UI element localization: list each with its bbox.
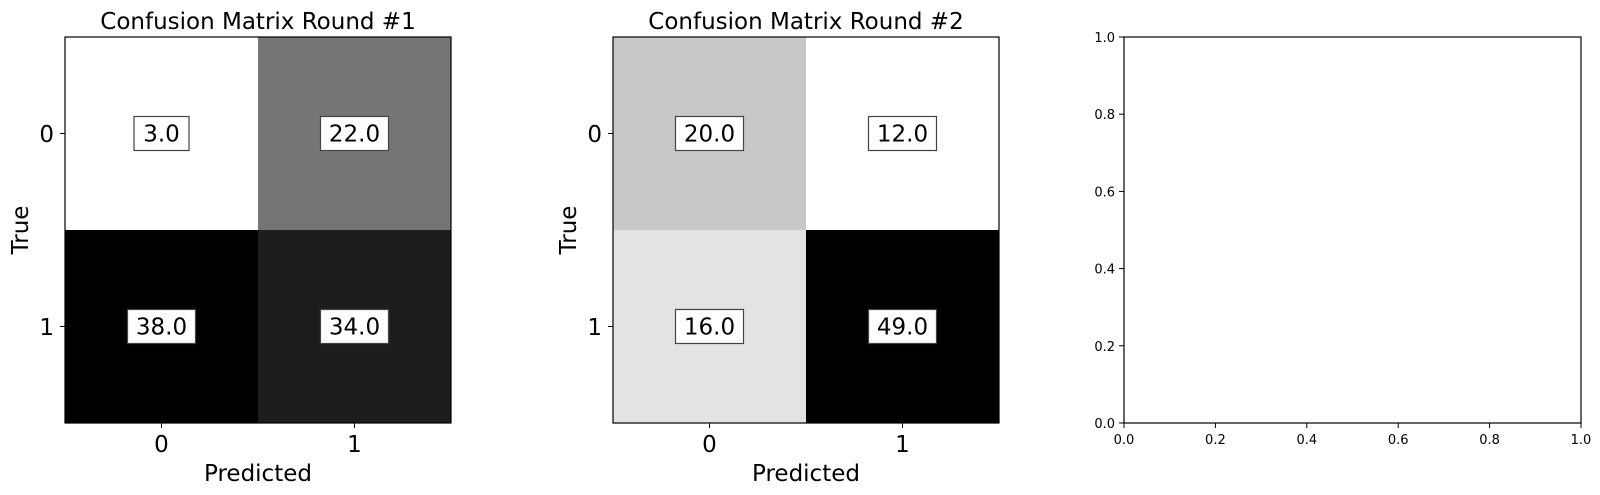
- empty-axes-xtick-label-1: 0.2: [1205, 433, 1226, 448]
- cm2-value-label-0-1: 12.0: [877, 122, 928, 148]
- cm1-value-label-1-0: 38.0: [136, 315, 187, 341]
- empty-axes-ytick-label-2: 0.4: [1094, 263, 1115, 278]
- cm2-value-label-1-0: 16.0: [684, 315, 735, 341]
- cm2-xlabel: Predicted: [752, 461, 860, 487]
- confusion-matrix-2: Confusion Matrix Round #2 20.0 12.0 16.0 49…: [556, 9, 1000, 487]
- empty-axes-ytick-label-3: 0.6: [1094, 185, 1115, 200]
- cm1-xlabel: Predicted: [204, 461, 312, 487]
- empty-axes-xtick-label-2: 0.4: [1296, 433, 1317, 448]
- cm2-cells: 20.0 12.0 16.0 49.0: [613, 37, 999, 423]
- cm1-frame: [64, 36, 452, 424]
- empty-axes-xtick-label-3: 0.6: [1388, 433, 1409, 448]
- empty-axes-xtick-label-4: 0.8: [1479, 433, 1500, 448]
- empty-axes: 0.0 0.2 0.4 0.6 0.8 1.0 0.0 0.2 0.4 0.6 0.8 1.0: [1094, 31, 1591, 448]
- cm1-value-label-1-1: 34.0: [329, 315, 380, 341]
- cm2-value-box-0-1: [867, 115, 938, 152]
- cm2-ytick-label-0: 0: [587, 122, 602, 148]
- cm2-value-box-0-0: [674, 115, 745, 152]
- empty-axes-ytick-label-4: 0.8: [1094, 108, 1115, 123]
- empty-axes-xtick-label-0: 0.0: [1114, 433, 1135, 448]
- confusion-matrix-1: Confusion Matrix Round #1 3.0 22.0 38.0 34.…: [8, 9, 452, 487]
- empty-axes-xticks: 0.0 0.2 0.4 0.6 0.8 1.0: [1114, 423, 1592, 448]
- cm2-xtick-label-0: 0: [702, 432, 717, 458]
- cm1-ytick-label-1: 1: [39, 315, 54, 341]
- cm2-ylabel: True: [556, 206, 582, 256]
- cm1-ytick-label-0: 0: [39, 122, 54, 148]
- cm1-value-label-0-1: 22.0: [329, 122, 380, 148]
- cm2-value-box-1-1: [867, 308, 938, 345]
- cm1-xtick-label-0: 0: [154, 432, 169, 458]
- empty-axes-xtick-label-5: 1.0: [1571, 433, 1592, 448]
- cm2-ytick-label-1: 1: [587, 315, 602, 341]
- cm1-value-box-1-0: [126, 308, 197, 345]
- cm2-value-label-1-1: 49.0: [877, 315, 928, 341]
- empty-axes-frame: [1123, 36, 1582, 424]
- cm1-value-box-1-1: [319, 308, 390, 345]
- empty-axes-ytick-label-1: 0.2: [1094, 340, 1115, 355]
- empty-axes-ytick-label-0: 0.0: [1094, 417, 1115, 432]
- cm1-title: Confusion Matrix Round #1: [100, 9, 415, 35]
- cm1-cells: 3.0 22.0 38.0 34.0: [65, 37, 451, 423]
- cm1-xtick-label-1: 1: [347, 432, 362, 458]
- cm1-value-box-0-1: [319, 115, 390, 152]
- cm2-value-box-1-0: [674, 308, 745, 345]
- cm1-value-box-0-0: [133, 115, 190, 152]
- cm2-title: Confusion Matrix Round #2: [648, 9, 963, 35]
- cm2-frame: [612, 36, 1000, 424]
- cm1-ylabel: True: [8, 206, 34, 256]
- empty-axes-yticks: 0.0 0.2 0.4 0.6 0.8 1.0: [1094, 31, 1124, 432]
- cm2-value-label-0-0: 20.0: [684, 122, 735, 148]
- cm1-value-label-0-0: 3.0: [143, 122, 180, 148]
- empty-axes-ytick-label-5: 1.0: [1094, 31, 1115, 46]
- cm2-xtick-label-1: 1: [895, 432, 910, 458]
